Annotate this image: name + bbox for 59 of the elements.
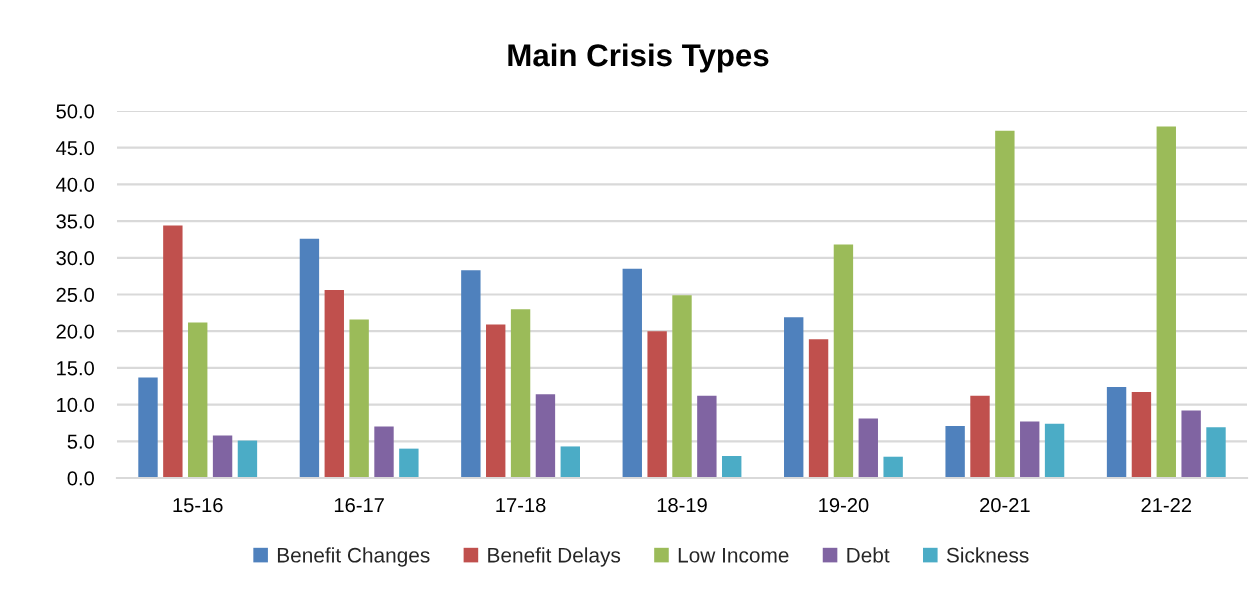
bar: [510, 309, 531, 478]
bar: [970, 395, 990, 478]
bar: [1106, 386, 1127, 478]
y-tick-label: 25.0: [56, 287, 94, 302]
bar: [1044, 423, 1065, 478]
bar: [237, 440, 258, 478]
y-tick-label: 0.0: [67, 471, 94, 486]
bar: [784, 317, 804, 478]
bar: [1156, 126, 1176, 478]
bar: [722, 455, 742, 478]
bar: [138, 377, 158, 478]
legend-label: Benefit Delays: [488, 547, 621, 567]
bar: [672, 295, 692, 478]
x-tick-label: 15-16: [173, 497, 223, 513]
bar: [697, 395, 717, 478]
bar: [1206, 427, 1226, 478]
bar: [486, 324, 506, 478]
x-tick-label: 18-19: [657, 497, 707, 513]
bar: [163, 225, 183, 478]
x-tick-label: 19-20: [819, 497, 869, 513]
bar: [560, 446, 580, 478]
y-tick-label: 20.0: [56, 324, 94, 339]
bar: [535, 394, 556, 478]
bar: [188, 322, 208, 478]
bar: [945, 425, 965, 478]
bar: [883, 456, 903, 478]
bar: [647, 331, 667, 478]
bar: [833, 244, 854, 478]
y-tick-label: 5.0: [67, 434, 94, 449]
bar: [349, 319, 369, 478]
bar: [1131, 392, 1152, 478]
legend-label: Debt: [847, 547, 890, 563]
x-tick-label: 16-17: [334, 497, 384, 513]
legend-label: Low Income: [678, 548, 789, 563]
bar: [212, 435, 233, 478]
y-tick-label: 35.0: [56, 214, 94, 229]
bar: [1020, 421, 1040, 478]
legend-label: Benefit Changes: [277, 547, 430, 567]
x-tick-label: 21-22: [1141, 497, 1192, 513]
legend-label: Sickness: [946, 547, 1029, 563]
x-tick-label: 20-21: [980, 497, 1030, 513]
x-tick-label: 17-18: [496, 497, 546, 513]
bar: [1181, 410, 1201, 478]
y-tick-label: 15.0: [57, 361, 94, 376]
y-tick-label: 45.0: [56, 140, 94, 156]
bar: [461, 270, 481, 478]
y-tick-label: 40.0: [56, 177, 94, 192]
bar: [858, 418, 878, 478]
bar: [622, 268, 642, 478]
bar: [374, 426, 394, 478]
bar: [299, 238, 320, 478]
bar: [995, 130, 1015, 478]
bar: [324, 290, 344, 478]
bar: [808, 339, 829, 478]
y-tick-label: 10.0: [57, 397, 94, 413]
chart-title: Main Crisis Types: [508, 43, 769, 73]
y-tick-label: 50.0: [56, 104, 94, 119]
y-tick-label: 30.0: [56, 251, 94, 266]
bar: [399, 448, 419, 478]
